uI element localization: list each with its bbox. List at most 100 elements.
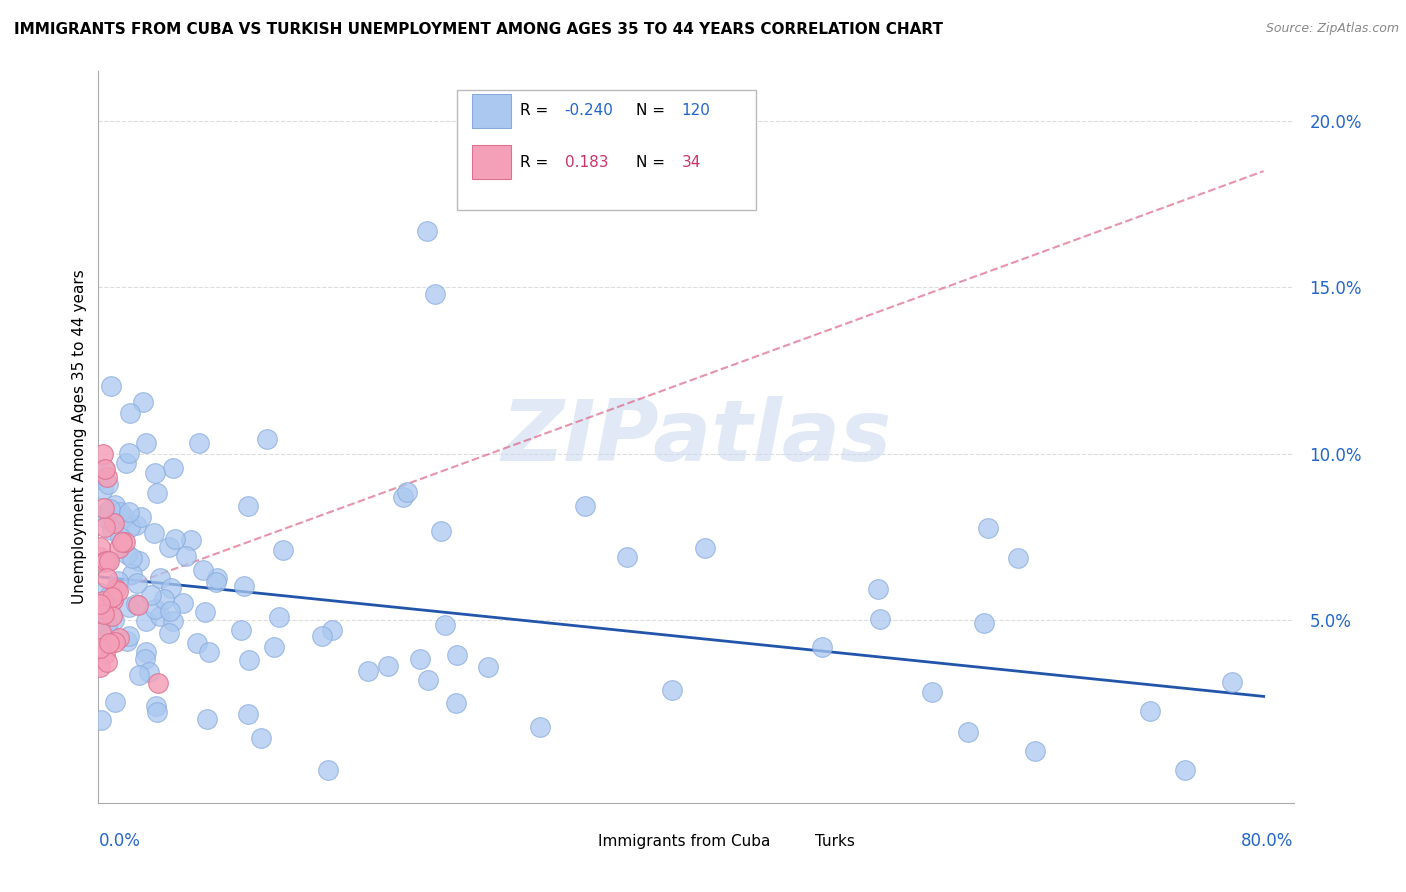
Point <box>162 614 184 628</box>
Point <box>96 618 118 632</box>
Point <box>115 456 138 470</box>
Point <box>172 596 194 610</box>
Point <box>114 534 136 549</box>
Point <box>416 673 439 688</box>
Text: 0.0%: 0.0% <box>98 832 141 850</box>
Point <box>159 581 181 595</box>
Point <box>811 640 834 655</box>
Point <box>103 516 125 531</box>
Point <box>143 466 166 480</box>
Point <box>128 668 150 682</box>
Point <box>90 713 112 727</box>
Point <box>128 554 150 568</box>
Point <box>96 506 118 520</box>
Point <box>356 664 378 678</box>
Point <box>198 645 221 659</box>
Point <box>238 653 260 667</box>
Point <box>121 567 143 582</box>
Point <box>90 601 112 615</box>
Point <box>94 511 117 525</box>
Point <box>238 499 260 513</box>
Point <box>107 574 129 588</box>
Point <box>96 655 118 669</box>
Point <box>108 505 131 519</box>
FancyBboxPatch shape <box>457 90 756 211</box>
FancyBboxPatch shape <box>773 826 810 857</box>
Point <box>188 436 211 450</box>
Point <box>267 610 290 624</box>
Point <box>973 616 995 631</box>
Point <box>574 499 596 513</box>
Point <box>1007 551 1029 566</box>
Point <box>416 224 439 238</box>
Point <box>89 540 111 554</box>
Point <box>159 604 181 618</box>
Point <box>143 601 166 615</box>
Point <box>661 682 683 697</box>
Point <box>89 641 111 656</box>
Text: 80.0%: 80.0% <box>1241 832 1294 850</box>
Point <box>135 435 157 450</box>
Point <box>195 712 218 726</box>
Point <box>97 626 120 640</box>
Point <box>107 583 129 598</box>
Point <box>1024 743 1046 757</box>
Point <box>94 554 117 568</box>
Text: 120: 120 <box>682 103 710 119</box>
Point <box>93 482 115 496</box>
Point <box>89 614 111 628</box>
Point <box>97 477 120 491</box>
Point <box>125 517 148 532</box>
Point <box>311 629 333 643</box>
Point <box>529 720 551 734</box>
Point <box>263 640 285 654</box>
Point <box>693 541 716 556</box>
Text: R =: R = <box>520 154 548 169</box>
Point <box>153 591 176 606</box>
Point <box>108 529 131 543</box>
Point <box>142 525 165 540</box>
Point <box>125 576 148 591</box>
Point <box>89 597 111 611</box>
Point <box>149 571 172 585</box>
Point <box>174 549 197 563</box>
Point <box>90 625 112 640</box>
Point <box>135 644 157 658</box>
Point <box>91 593 114 607</box>
Point <box>89 549 111 564</box>
Point <box>94 462 117 476</box>
Point <box>96 571 118 585</box>
Point <box>134 652 156 666</box>
Text: Turks: Turks <box>815 834 855 849</box>
Point <box>138 665 160 679</box>
Point <box>98 589 121 603</box>
Point <box>194 606 217 620</box>
Point <box>163 532 186 546</box>
Point <box>94 520 117 534</box>
Point <box>111 535 134 549</box>
Point <box>205 574 228 589</box>
Point <box>162 461 184 475</box>
Point <box>93 462 115 476</box>
Y-axis label: Unemployment Among Ages 35 to 44 years: Unemployment Among Ages 35 to 44 years <box>72 269 87 605</box>
Point <box>98 502 121 516</box>
Point <box>377 658 399 673</box>
Point <box>117 629 139 643</box>
Point <box>93 555 115 569</box>
Point <box>869 612 891 626</box>
Point <box>121 550 143 565</box>
Point <box>105 581 128 595</box>
Point <box>96 470 118 484</box>
Point <box>101 523 124 537</box>
Point <box>97 554 120 568</box>
Point <box>236 706 259 721</box>
Point <box>101 593 124 607</box>
Text: 34: 34 <box>682 154 702 169</box>
Point <box>104 694 127 708</box>
Point <box>430 524 453 538</box>
Point <box>434 618 457 632</box>
Point <box>145 698 167 713</box>
Point <box>139 588 162 602</box>
Point <box>94 647 117 661</box>
Point <box>446 648 468 662</box>
